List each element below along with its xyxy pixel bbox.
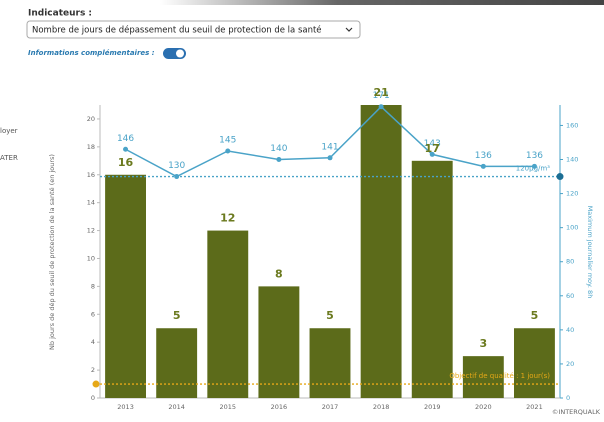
x-tick-label: 2013 bbox=[117, 403, 134, 411]
toggle-knob[interactable] bbox=[176, 50, 184, 58]
y-tick-label: 6 bbox=[91, 310, 95, 318]
y2-tick-label: 160 bbox=[566, 121, 578, 129]
y2-tick-label: 140 bbox=[566, 156, 578, 164]
bar bbox=[105, 175, 146, 398]
side-text: ATER bbox=[0, 154, 18, 162]
bar-value-label: 12 bbox=[220, 212, 235, 225]
x-tick-label: 2018 bbox=[373, 403, 390, 411]
y-axis-label: Nb jours de dép du seuil de protection d… bbox=[48, 154, 56, 350]
line-point bbox=[532, 164, 537, 169]
y-tick-label: 10 bbox=[87, 254, 95, 262]
x-tick-label: 2015 bbox=[220, 403, 237, 411]
bar-value-label: 5 bbox=[173, 309, 181, 322]
y2-tick-label: 40 bbox=[566, 326, 574, 334]
bar bbox=[412, 161, 453, 398]
line-point bbox=[481, 164, 486, 169]
bar-value-label: 3 bbox=[480, 337, 488, 350]
info-label: Informations complémentaires : bbox=[28, 49, 155, 57]
y2-tick-label: 20 bbox=[566, 360, 574, 368]
line-point bbox=[379, 104, 384, 109]
bar-value-label: 5 bbox=[326, 309, 334, 322]
y-tick-label: 18 bbox=[87, 143, 95, 151]
bar-value-label: 16 bbox=[118, 156, 134, 169]
bar-value-label: 5 bbox=[531, 309, 539, 322]
side-text: loyer bbox=[0, 127, 18, 135]
x-tick-label: 2014 bbox=[168, 403, 185, 411]
credit: ©INTERQUALK bbox=[552, 408, 601, 416]
y-tick-label: 20 bbox=[87, 115, 95, 123]
reference-dot bbox=[557, 173, 564, 180]
y-tick-label: 14 bbox=[87, 199, 95, 207]
reference-dot bbox=[93, 381, 100, 388]
y2-tick-label: 120 bbox=[566, 190, 578, 198]
line-value-label: 130 bbox=[168, 161, 185, 171]
y-tick-label: 12 bbox=[87, 227, 95, 235]
bar bbox=[361, 105, 402, 398]
screen: Indicateurs : Nombre de jours de dépasse… bbox=[0, 0, 604, 418]
line-value-label: 140 bbox=[270, 144, 287, 154]
page: {"controls": {"indicator_label": "Indica… bbox=[0, 0, 604, 418]
indicator-select[interactable]: Nombre de jours de dépassement du seuil … bbox=[27, 21, 360, 38]
line-value-label: 136 bbox=[526, 151, 543, 161]
y2-tick-label: 60 bbox=[566, 292, 574, 300]
x-tick-label: 2021 bbox=[526, 403, 543, 411]
bar-value-label: 8 bbox=[275, 267, 283, 280]
line-value-label: 146 bbox=[117, 134, 134, 144]
x-tick-label: 2019 bbox=[424, 403, 441, 411]
bar-value-label: 17 bbox=[425, 142, 440, 155]
line-value-label: 136 bbox=[475, 151, 492, 161]
line-point bbox=[174, 174, 179, 179]
y2-tick-label: 0 bbox=[566, 394, 570, 402]
line-value-label: 145 bbox=[219, 135, 236, 145]
bar bbox=[156, 328, 197, 398]
y2-tick-label: 80 bbox=[566, 258, 574, 266]
bar-value-label: 21 bbox=[373, 86, 388, 99]
top-strip bbox=[160, 0, 604, 5]
y-tick-label: 0 bbox=[91, 394, 95, 402]
line-point bbox=[225, 148, 230, 153]
info-toggle[interactable] bbox=[163, 48, 186, 59]
y2-axis-label: Maximum journalier moy. 8h bbox=[586, 206, 594, 299]
bar bbox=[258, 286, 299, 398]
reference-label: Objectif de qualité : 1 jour(s) bbox=[449, 372, 550, 380]
y-tick-label: 16 bbox=[87, 171, 95, 179]
line-point bbox=[123, 147, 128, 152]
select-text[interactable]: Nombre de jours de dépassement du seuil … bbox=[32, 25, 322, 36]
line-point bbox=[276, 157, 281, 162]
x-tick-label: 2020 bbox=[475, 403, 492, 411]
bar bbox=[310, 328, 351, 398]
x-tick-label: 2016 bbox=[271, 403, 288, 411]
x-tick-label: 2017 bbox=[322, 403, 339, 411]
y-tick-label: 2 bbox=[91, 366, 95, 374]
indicator-label: Indicateurs : bbox=[28, 9, 92, 19]
line-value-label: 141 bbox=[321, 142, 338, 152]
line-point bbox=[328, 155, 333, 160]
y2-tick-label: 100 bbox=[566, 224, 578, 232]
y-tick-label: 4 bbox=[91, 338, 95, 346]
y-tick-label: 8 bbox=[91, 282, 95, 290]
bar bbox=[207, 231, 248, 398]
bar bbox=[514, 328, 555, 398]
